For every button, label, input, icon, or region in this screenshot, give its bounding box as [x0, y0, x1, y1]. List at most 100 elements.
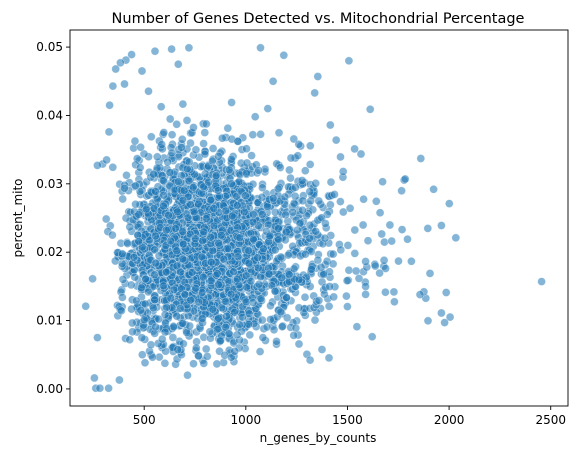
y-tick-label: 0.00 [36, 382, 63, 396]
data-point [194, 351, 203, 361]
data-point [134, 237, 143, 246]
data-point [253, 253, 262, 263]
data-point [378, 177, 387, 186]
data-point [199, 139, 208, 148]
data-point [172, 120, 181, 129]
data-point [379, 255, 389, 265]
data-point [151, 322, 160, 332]
data-point [325, 282, 335, 291]
data-point [189, 359, 198, 369]
data-point [266, 315, 275, 324]
data-point [120, 79, 129, 89]
data-point [317, 345, 327, 354]
data-point [121, 213, 131, 223]
data-point [141, 204, 151, 214]
data-point [233, 137, 243, 146]
data-point [281, 227, 291, 237]
data-point [209, 221, 219, 231]
data-point [151, 231, 160, 241]
data-point [319, 270, 328, 279]
data-point [200, 169, 210, 179]
data-point [230, 307, 239, 317]
y-axis-title: percent_mito [11, 178, 25, 257]
data-point [367, 332, 377, 342]
data-point [242, 158, 252, 168]
data-point [345, 204, 355, 213]
data-point [218, 133, 227, 143]
data-point [258, 315, 267, 325]
data-point [204, 177, 213, 187]
data-point [274, 235, 283, 244]
data-point [285, 165, 294, 175]
data-point [301, 249, 310, 259]
data-point [344, 56, 354, 66]
data-point [93, 333, 102, 342]
data-point [258, 333, 268, 342]
data-point [104, 383, 113, 393]
data-point [241, 191, 250, 200]
data-point [270, 287, 280, 296]
data-point [108, 163, 118, 172]
data-point [191, 283, 200, 293]
data-point [206, 276, 216, 286]
data-point [168, 333, 178, 342]
data-point [270, 207, 280, 217]
data-point [151, 258, 161, 268]
data-point [397, 186, 406, 196]
chart-title: Number of Genes Detected vs. Mitochondri… [112, 11, 525, 27]
data-point [171, 224, 180, 233]
data-point [111, 64, 120, 74]
data-point [223, 244, 233, 253]
data-point [233, 252, 243, 262]
data-point [134, 210, 143, 219]
data-point [283, 250, 293, 260]
data-point [314, 196, 324, 206]
data-point [118, 275, 128, 284]
data-point [262, 322, 272, 332]
data-point [173, 345, 182, 354]
data-point [394, 256, 403, 266]
data-point [311, 227, 321, 236]
plot-frame [69, 29, 569, 407]
data-point [221, 297, 230, 306]
data-point [284, 270, 294, 279]
data-point [150, 295, 159, 305]
data-point [160, 310, 170, 320]
data-point [397, 225, 407, 234]
data-point [289, 134, 299, 144]
data-point [126, 280, 136, 290]
data-point [375, 208, 385, 217]
data-point [93, 161, 102, 170]
data-point [407, 256, 416, 266]
data-point [253, 263, 263, 273]
data-point [270, 245, 280, 255]
data-point [227, 211, 237, 221]
data-point [233, 201, 242, 210]
data-point [154, 251, 164, 261]
data-point [300, 166, 310, 175]
data-point [158, 334, 167, 344]
data-point [125, 335, 134, 345]
data-point [189, 207, 199, 217]
data-point [352, 322, 362, 332]
data-point [246, 276, 256, 286]
data-point [165, 168, 175, 177]
data-point [163, 157, 172, 167]
data-point [139, 315, 149, 325]
data-point [178, 135, 187, 144]
data-point [167, 44, 176, 54]
data-point [233, 274, 242, 284]
data-point [292, 225, 302, 235]
data-point [313, 72, 323, 81]
data-point [342, 291, 351, 301]
data-point [120, 184, 129, 193]
data-point [214, 313, 223, 323]
data-point [330, 190, 339, 199]
data-point [363, 236, 373, 245]
data-point [279, 50, 289, 60]
data-point [217, 230, 226, 240]
data-point [381, 264, 390, 273]
data-point [151, 187, 160, 196]
data-point [255, 347, 265, 356]
data-point [219, 254, 229, 264]
